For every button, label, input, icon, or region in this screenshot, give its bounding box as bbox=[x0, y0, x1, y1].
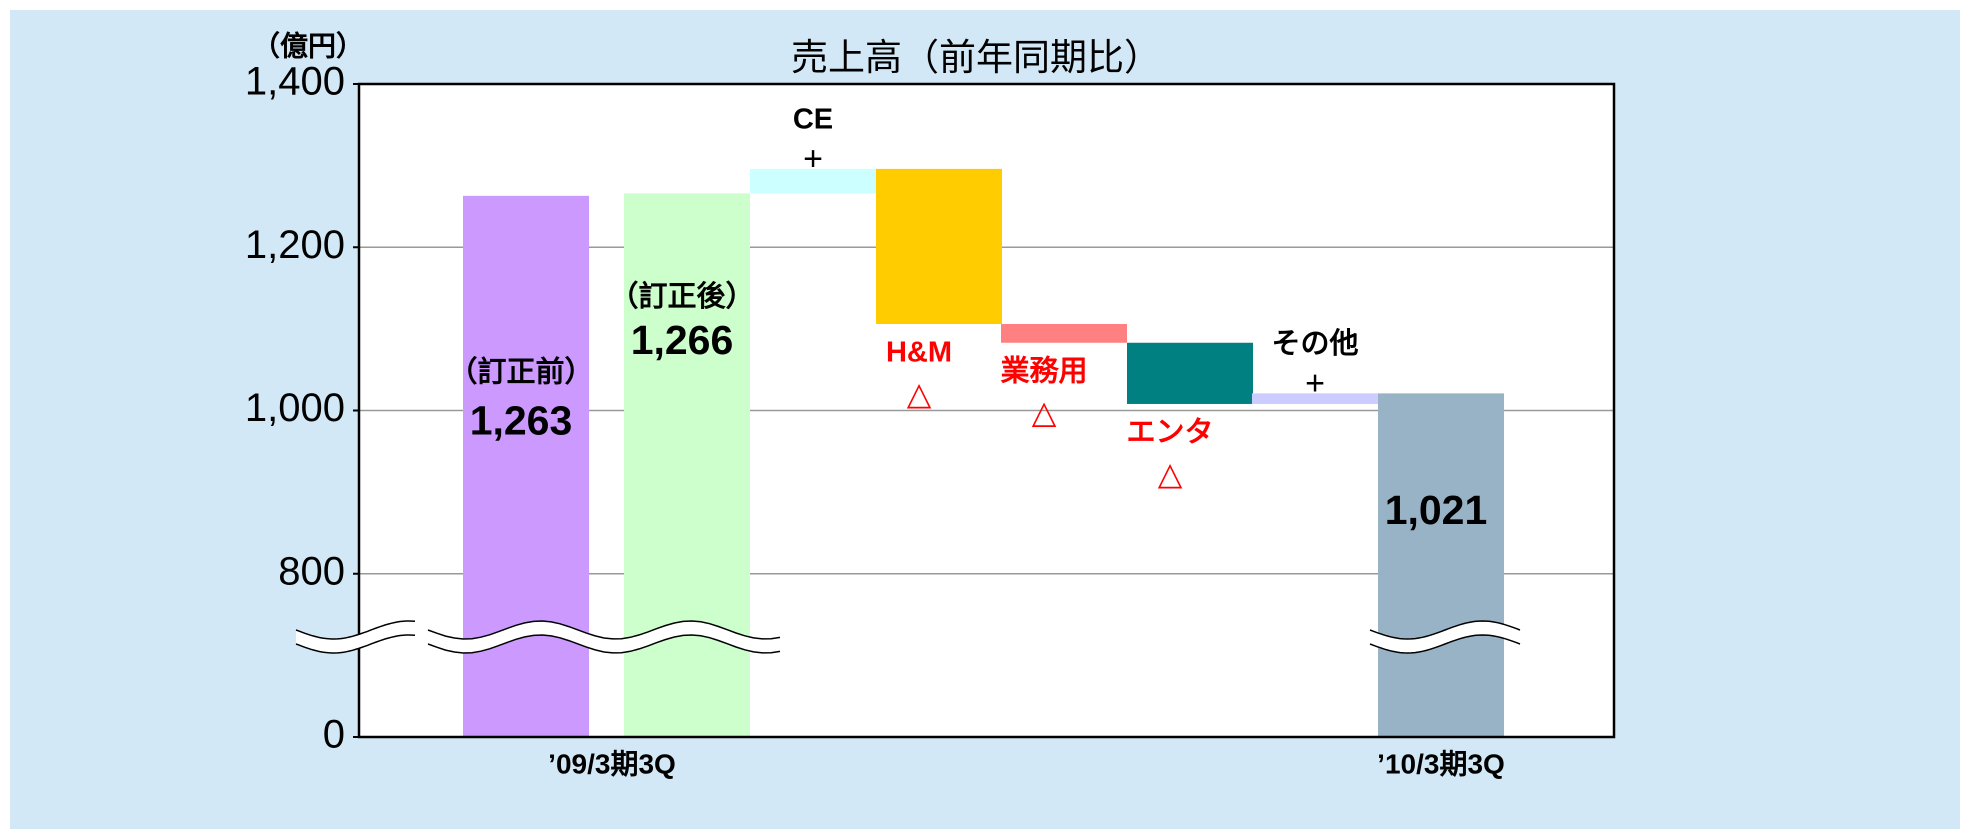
axis-break-line bbox=[295, 634, 416, 654]
bar bbox=[1378, 393, 1504, 737]
sign-label: △ bbox=[907, 375, 932, 411]
sign-label: + bbox=[1305, 364, 1325, 402]
bar-label: （訂正後） bbox=[609, 279, 754, 313]
period-label: ’09/3期3Q bbox=[548, 748, 676, 779]
value-label: 1,263 bbox=[470, 398, 573, 444]
axis-break-line bbox=[1369, 634, 1521, 654]
sign-label: △ bbox=[1032, 394, 1057, 430]
axis-break-line bbox=[295, 620, 416, 640]
bar-label: 業務用 bbox=[1000, 354, 1087, 387]
bar-label: その他 bbox=[1271, 327, 1358, 360]
y-tick-label: 1,000 bbox=[245, 386, 345, 430]
bar bbox=[1001, 323, 1127, 343]
sign-label: + bbox=[803, 140, 823, 178]
bar-label: H&M bbox=[886, 337, 952, 369]
bar bbox=[1252, 393, 1378, 404]
sign-label: △ bbox=[1158, 455, 1183, 491]
y-tick-label: 0 bbox=[323, 713, 345, 757]
bar bbox=[463, 195, 589, 738]
bar-label: （訂正前） bbox=[448, 354, 593, 388]
bar-label: CE bbox=[793, 104, 833, 136]
bar bbox=[876, 168, 1002, 324]
bar-label: エンタ bbox=[1126, 416, 1213, 449]
axis-break-line bbox=[427, 634, 781, 654]
axis-break bbox=[1370, 621, 1520, 653]
bar bbox=[624, 193, 750, 737]
axis-break-line bbox=[427, 620, 781, 640]
y-tick-label: 1,200 bbox=[245, 223, 345, 267]
chart-title: 売上高（前年同期比） bbox=[791, 37, 1161, 78]
plot-frame bbox=[357, 82, 1616, 739]
period-label: ’10/3期3Q bbox=[1377, 748, 1505, 779]
bar bbox=[750, 168, 876, 194]
value-label: 1,021 bbox=[1385, 487, 1488, 533]
axis-break-line bbox=[1369, 620, 1521, 640]
y-unit-label: （億円） bbox=[252, 29, 364, 61]
y-tick-label: 800 bbox=[278, 549, 345, 593]
bar bbox=[1127, 342, 1253, 404]
axis-break bbox=[428, 621, 780, 653]
axis-break bbox=[296, 621, 415, 653]
value-label: 1,266 bbox=[631, 317, 734, 363]
y-tick-label: 1,400 bbox=[245, 60, 345, 104]
